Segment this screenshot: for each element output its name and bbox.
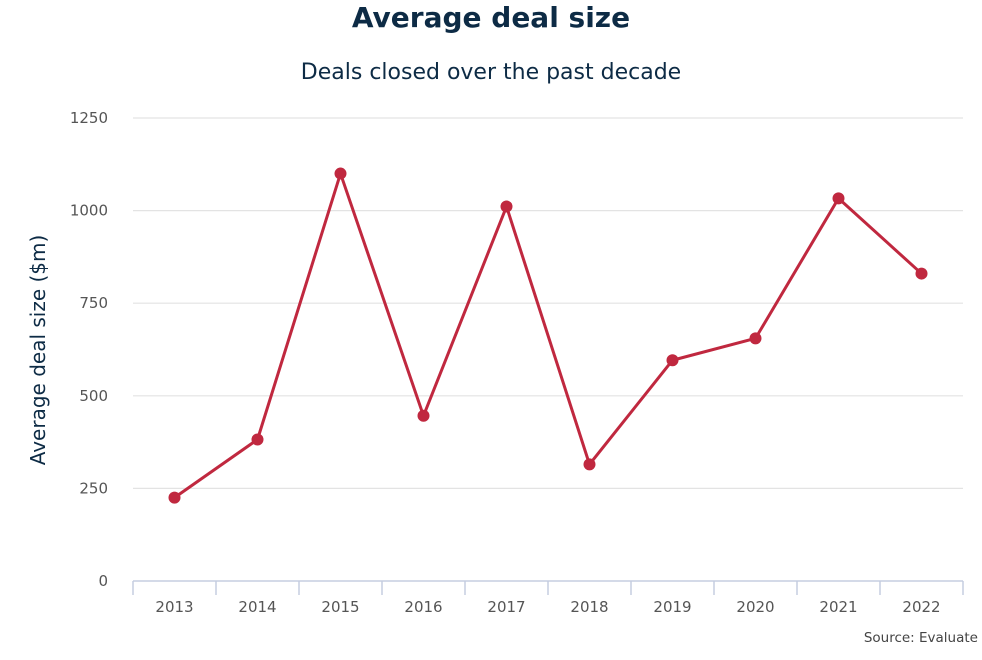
x-tick-label: 2017 <box>487 598 525 616</box>
x-tick-label: 2022 <box>902 598 940 616</box>
x-tick-label: 2019 <box>653 598 691 616</box>
y-axis-title: Average deal size ($m) <box>26 235 50 466</box>
x-tick-label: 2016 <box>404 598 442 616</box>
data-point <box>832 192 845 205</box>
y-tick-label: 500 <box>79 387 108 405</box>
x-tick-label: 2015 <box>321 598 359 616</box>
data-point <box>915 267 928 280</box>
series-group <box>168 167 928 504</box>
source-note: Source: Evaluate <box>863 630 978 646</box>
y-tick-label: 750 <box>79 294 108 312</box>
data-point <box>334 167 347 180</box>
data-point <box>500 200 513 213</box>
series-line <box>173 168 923 499</box>
x-tick-label: 2014 <box>238 598 276 616</box>
data-point <box>666 354 679 367</box>
x-axis: 2013 2014 2015 2016 2017 2018 2019 2020 2021 2022 <box>132 580 964 616</box>
y-tick-label: 250 <box>79 479 108 497</box>
data-point <box>749 332 762 345</box>
y-axis-ticks: 0 250 500 750 1000 1250 <box>70 109 108 590</box>
x-tick-label: 2021 <box>819 598 857 616</box>
x-tick-label: 2020 <box>736 598 774 616</box>
data-point <box>251 433 264 446</box>
data-point <box>583 458 596 471</box>
y-tick-label: 1250 <box>70 109 108 127</box>
gridlines <box>133 117 963 489</box>
data-point <box>168 491 181 504</box>
data-point <box>417 409 430 422</box>
y-tick-label: 0 <box>98 572 108 590</box>
chart-title: Average deal size <box>351 1 631 34</box>
x-tick-label: 2013 <box>155 598 193 616</box>
x-tick-label: 2018 <box>570 598 608 616</box>
chart-subtitle: Deals closed over the past decade <box>300 60 682 85</box>
y-tick-label: 1000 <box>70 202 108 220</box>
